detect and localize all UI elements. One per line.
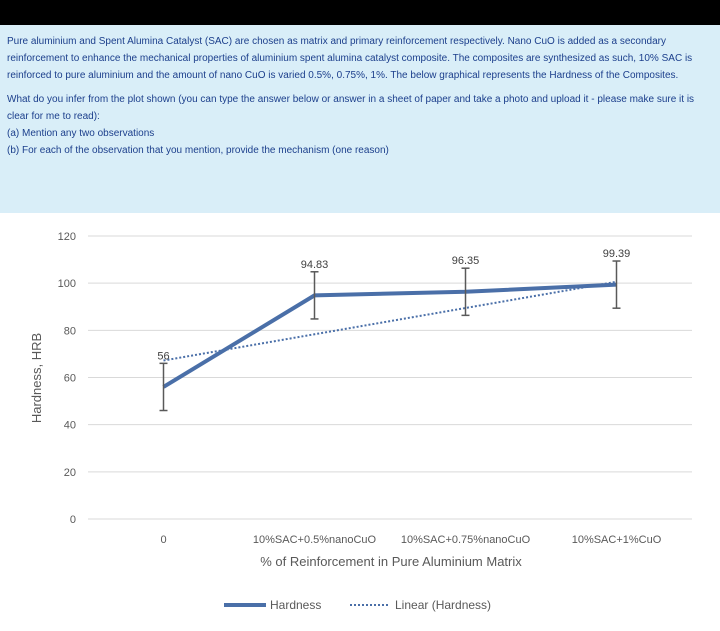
question-prompt: What do you infer from the plot shown (y…: [7, 94, 695, 122]
x-tick-label: 10%SAC+0.5%nanoCuO: [253, 534, 377, 546]
legend-linear-label: Linear (Hardness): [395, 598, 491, 612]
y-tick-label: 40: [64, 420, 76, 432]
data-label: 99.39: [603, 248, 631, 260]
question-part-b: (b) For each of the observation that you…: [7, 145, 389, 156]
x-tick-label: 10%SAC+0.75%nanoCuO: [401, 534, 531, 546]
x-tick-label: 10%SAC+1%CuO: [572, 534, 662, 546]
legend-hardness-label: Hardness: [270, 598, 321, 612]
y-tick-label: 100: [58, 278, 76, 290]
y-axis-title: Hardness, HRB: [29, 333, 44, 423]
trendline-linear: [163, 280, 617, 362]
question-intro: Pure aluminium and Spent Alumina Catalys…: [7, 36, 693, 81]
x-axis-title: % of Reinforcement in Pure Aluminium Mat…: [260, 554, 522, 569]
data-label: 96.35: [452, 255, 480, 267]
data-label: 94.83: [301, 259, 329, 271]
y-tick-label: 80: [64, 325, 76, 337]
question-panel: Pure aluminium and Spent Alumina Catalys…: [0, 25, 720, 213]
chart-canvas: 0 20 40 60 80 100 120 0 10%SAC+0.5%nanoCuO 10%SA…: [29, 231, 692, 612]
x-tick-label: 0: [160, 534, 166, 546]
question-part-a: (a) Mention any two observations: [7, 128, 155, 139]
series-hardness-line: [162, 282, 617, 389]
data-label: 56: [157, 350, 169, 362]
y-tick-label: 20: [64, 467, 76, 479]
hardness-chart: 0 20 40 60 80 100 120 0 10%SAC+0.5%nanoCuO 10%SA…: [0, 213, 720, 631]
y-tick-label: 60: [64, 373, 76, 385]
legend: Hardness Linear (Hardness): [224, 598, 491, 612]
y-tick-label: 120: [58, 231, 76, 243]
y-tick-label: 0: [70, 514, 76, 526]
